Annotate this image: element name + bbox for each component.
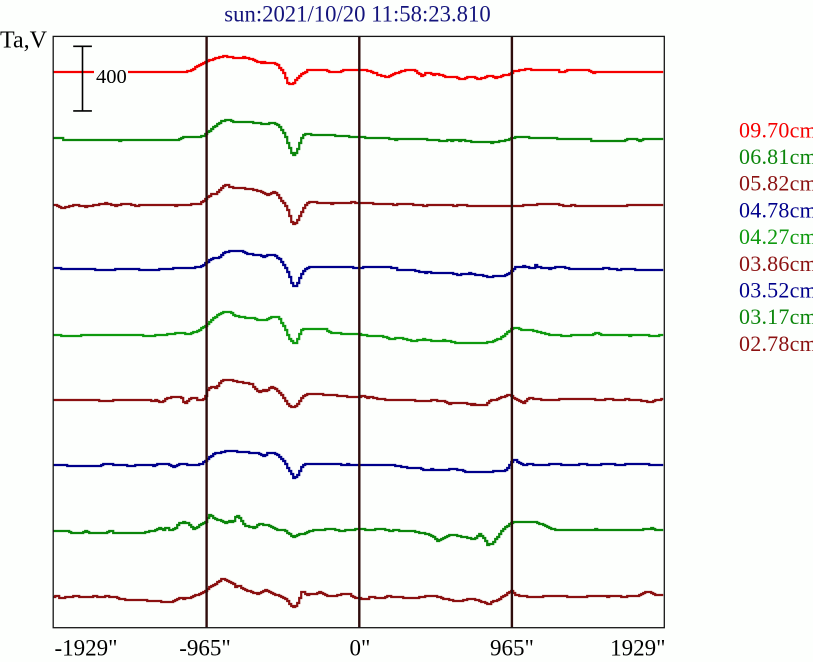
svg-text:05.82cm: 05.82cm: [739, 171, 813, 196]
svg-text:03.17cm: 03.17cm: [739, 304, 813, 329]
svg-text:-965": -965": [179, 636, 231, 661]
svg-text:-1929": -1929": [55, 636, 118, 661]
svg-text:04.78cm: 04.78cm: [739, 197, 813, 222]
svg-text:09.70cm: 09.70cm: [739, 117, 813, 142]
svg-text:400: 400: [96, 66, 127, 88]
svg-text:03.52cm: 03.52cm: [739, 278, 813, 303]
svg-text:1929": 1929": [610, 636, 665, 661]
svg-text:04.27cm: 04.27cm: [739, 224, 813, 249]
svg-text:Ta,V: Ta,V: [0, 28, 48, 54]
svg-text:sun:2021/10/20 11:58:23.810: sun:2021/10/20 11:58:23.810: [224, 2, 490, 27]
svg-text:0": 0": [350, 636, 371, 661]
svg-text:03.86cm: 03.86cm: [739, 251, 813, 276]
svg-text:02.78cm: 02.78cm: [739, 331, 813, 356]
svg-text:06.81cm: 06.81cm: [739, 144, 813, 169]
svg-text:965": 965": [490, 636, 534, 661]
